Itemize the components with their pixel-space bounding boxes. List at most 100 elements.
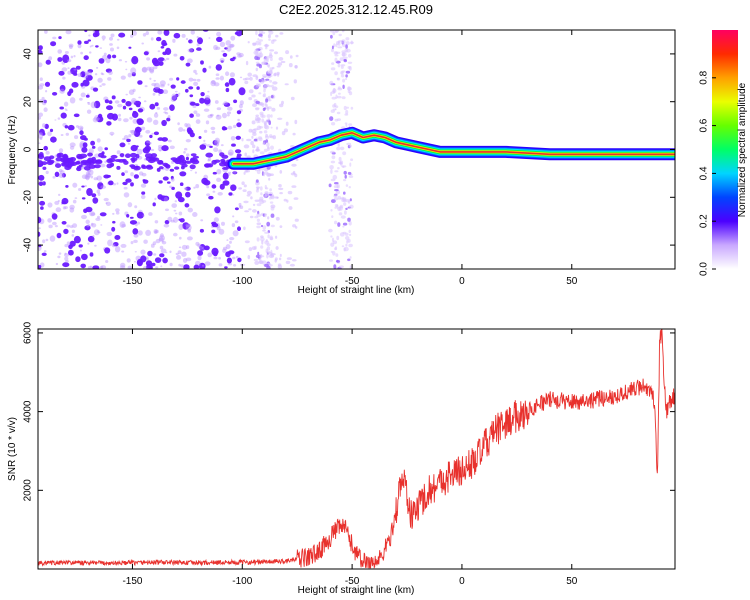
spectrogram-noise-blob xyxy=(60,157,68,161)
spectrogram-noise-blob xyxy=(188,86,194,90)
spectrogram-noise-blob xyxy=(51,213,58,220)
figure-title: C2E2.2025.312.12.45.R09 xyxy=(279,2,433,17)
spectrogram-noise-blob xyxy=(153,229,158,234)
spectrogram-noise-blob xyxy=(210,126,216,131)
spectrogram-noise-blob xyxy=(167,216,173,222)
spectrogram-noise-blob xyxy=(345,123,348,128)
spectrogram-noise-blob xyxy=(246,138,252,142)
spectrogram-noise-blob xyxy=(181,163,188,168)
spectrogram-noise-blob xyxy=(199,97,205,104)
spectrogram-noise-blob xyxy=(275,34,279,38)
spectrogram-noise-blob xyxy=(234,207,239,211)
spectrogram-noise-blob xyxy=(222,52,228,57)
spectrogram-noise-blob xyxy=(172,216,179,223)
spectrogram-noise-blob xyxy=(134,251,137,253)
spectrogram-noise-blob xyxy=(258,137,263,142)
spectrogram-noise-blob xyxy=(185,257,192,262)
spectrogram-noise-blob xyxy=(155,266,159,269)
spectrogram-noise-blob xyxy=(69,145,75,150)
spectrogram-noise-blob xyxy=(206,185,210,189)
spectrogram-noise-blob xyxy=(81,174,88,179)
spectrogram-noise-blob xyxy=(107,54,112,60)
spectrogram-noise-blob xyxy=(277,264,283,269)
spectrogram-noise-blob xyxy=(336,204,339,209)
spectrogram-noise-blob xyxy=(294,218,299,222)
spectrogram-noise-blob xyxy=(183,264,190,269)
spectrogram-noise-blob xyxy=(45,238,49,242)
spectrogram-noise-blob xyxy=(261,31,266,35)
spectrogram-noise-blob xyxy=(131,56,139,65)
snr-x-tick-label: 0 xyxy=(459,576,465,587)
spectrogram-noise-blob xyxy=(175,191,183,199)
spectrogram-noise-blob xyxy=(55,262,59,266)
spectrogram-noise-blob xyxy=(167,83,170,86)
spectrogram-noise-blob xyxy=(132,118,139,124)
spectrogram-noise-blob xyxy=(90,140,95,146)
spectrogram-noise-blob xyxy=(84,40,89,45)
spectrogram-noise-blob xyxy=(211,130,216,134)
spectrogram-noise-blob xyxy=(70,55,74,59)
spectrogram-noise-blob xyxy=(79,153,88,159)
spectrogram-noise-blob xyxy=(41,96,45,101)
spectrogram-noise-blob xyxy=(84,71,89,75)
spectrogram-noise-blob xyxy=(179,182,184,186)
spectrogram-noise-blob xyxy=(38,132,43,136)
spectrogram-noise-blob xyxy=(72,182,78,188)
spectrogram-noise-blob xyxy=(252,149,255,154)
spectrogram-noise-blob xyxy=(44,123,49,129)
spectrogram-noise-blob xyxy=(271,84,274,88)
spectrogram-noise-blob xyxy=(281,100,284,105)
spectrogram-noise-blob xyxy=(242,78,247,81)
spectrogram-noise-blob xyxy=(96,189,101,194)
spectrogram-noise-blob xyxy=(348,233,352,237)
spectrogram-noise-blob xyxy=(203,129,208,133)
spectrogram-noise-blob xyxy=(39,77,43,81)
spectrogram-noise-blob xyxy=(208,157,212,162)
spectrogram-noise-blob xyxy=(104,160,107,164)
spectrogram-noise-blob xyxy=(344,232,349,236)
spectrogram-noise-blob xyxy=(54,200,60,205)
spectrogram-noise-blob xyxy=(132,228,139,235)
spectrogram-noise-blob xyxy=(345,109,349,115)
spectrogram-noise-blob xyxy=(38,152,44,157)
spectrogram-noise-blob xyxy=(89,45,92,48)
spectrogram-noise-blob xyxy=(270,114,273,118)
spectrogram-noise-blob xyxy=(334,108,337,111)
spectrogram-noise-blob xyxy=(137,108,144,113)
spectrogram-noise-blob xyxy=(64,51,69,54)
spectrogram-noise-blob xyxy=(180,264,184,268)
spectrogram-noise-blob xyxy=(84,30,88,33)
spectrogram-noise-blob xyxy=(211,229,216,234)
spectrogram-noise-blob xyxy=(114,246,121,253)
spectrogram-noise-blob xyxy=(80,135,87,141)
spectrogram-x-ticks: -150 -100 -50 0 50 xyxy=(122,30,578,287)
spectrogram-noise-blob xyxy=(253,138,258,142)
spectrogram-noise-blob xyxy=(195,113,201,117)
spectrogram-noise-blob xyxy=(106,163,113,169)
snr-y-tick-label: 2000 xyxy=(23,479,34,502)
spectrogram-noise-blob xyxy=(329,259,333,262)
spectrogram-noise-blob xyxy=(172,38,176,43)
spectrogram-noise-blob xyxy=(162,89,169,94)
spectrogram-noise-blob xyxy=(87,235,95,243)
spectrogram-noise-blob xyxy=(228,192,233,196)
spectrogram-noise-blob xyxy=(135,153,140,159)
spectrogram-noise-blob xyxy=(169,77,174,81)
spectrogram-noise-blob xyxy=(149,77,152,81)
spectrogram-noise-blob xyxy=(159,253,165,258)
spectrogram-noise-blob xyxy=(126,214,130,218)
spectrogram-noise-blob xyxy=(129,152,138,158)
spectrogram-noise-blob xyxy=(347,86,351,91)
spectrogram-noise-blob xyxy=(267,251,273,255)
spectrogram-noise-blob xyxy=(185,223,191,228)
spectrogram-noise-blob xyxy=(169,168,175,172)
spectrogram-noise-blob xyxy=(181,33,186,38)
spectrogram-noise-blob xyxy=(167,139,172,143)
spectrogram-noise-blob xyxy=(272,135,277,140)
spectrogram-noise-blob xyxy=(348,53,352,58)
spectrogram-noise-blob xyxy=(341,39,346,44)
spectrogram-noise-blob xyxy=(224,82,230,87)
spectrogram-noise-blob xyxy=(336,95,342,99)
spectrogram-noise-blob xyxy=(60,112,67,119)
